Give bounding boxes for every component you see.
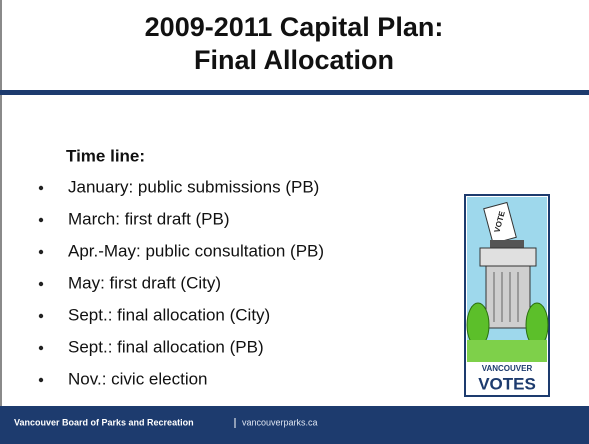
title-line: 2009-2011 Capital Plan: xyxy=(145,12,444,42)
bullet-dot xyxy=(38,313,44,319)
bullet-text: Nov.: civic election xyxy=(68,369,208,388)
bullet-dot xyxy=(38,185,44,191)
building-top xyxy=(479,247,537,267)
bullet-text: Sept.: final allocation (City) xyxy=(68,305,270,324)
building xyxy=(485,265,531,329)
bullet-dot xyxy=(38,217,44,223)
bullet-list: January: public submissions (PB) March: f… xyxy=(38,177,324,388)
bullet-dot xyxy=(38,377,44,383)
title-rule xyxy=(0,90,589,95)
logo-top-text: VANCOUVER xyxy=(482,364,533,373)
bullet-text: March: first draft (PB) xyxy=(68,209,230,228)
ballot-slot xyxy=(490,240,524,248)
bullet-text: Apr.-May: public consultation (PB) xyxy=(68,241,324,260)
bullet-dot xyxy=(38,281,44,287)
lawn xyxy=(467,340,547,362)
logo: VOTE VANCOUVER VOTES xyxy=(464,194,550,397)
footer-website: vancouverparks.ca xyxy=(242,417,318,427)
title-line: Final Allocation xyxy=(194,45,394,75)
bullet-text: May: first draft (City) xyxy=(68,273,221,292)
bullet-dot xyxy=(38,345,44,351)
heading: Time line: xyxy=(66,146,145,165)
footer-bar xyxy=(0,406,589,444)
bullet-text: January: public submissions (PB) xyxy=(68,177,319,196)
bullet-text: Sept.: final allocation (PB) xyxy=(68,337,264,356)
footer-organization: Vancouver Board of Parks and Recreation xyxy=(14,417,194,427)
bullet-dot xyxy=(38,249,44,255)
logo-bottom-text: VOTES xyxy=(478,374,536,393)
